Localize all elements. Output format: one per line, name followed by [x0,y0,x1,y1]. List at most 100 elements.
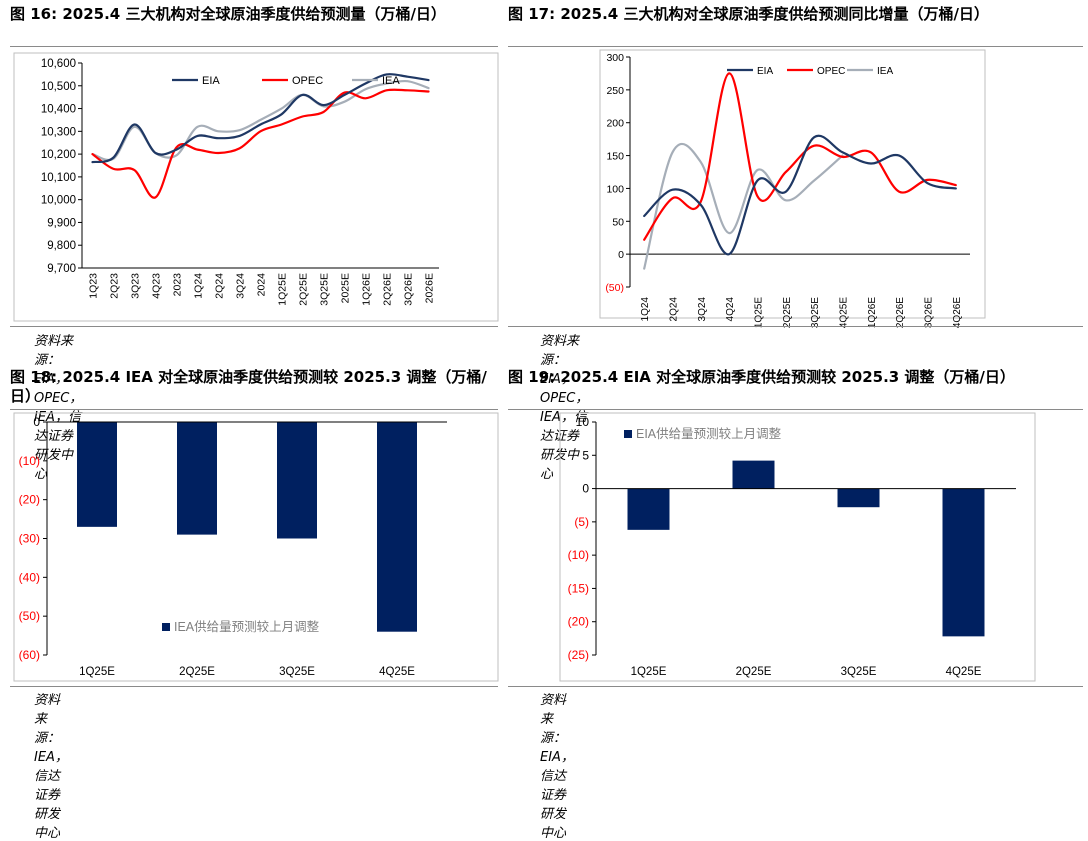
fig16-point-eia [343,94,346,96]
fig19-y-tick-label: (20) [568,615,589,629]
figure-18-title: 图 18: 2025.4 IEA 对全球原油季度供给预测较 2025.3 调整（… [10,368,498,406]
figure-18-title-text: 2025.4 IEA 对全球原油季度供给预测较 2025.3 调整（万桶/日） [10,368,487,405]
fig17-x-tick-label: 1Q24 [640,297,651,322]
fig17-x-tick-label: 4Q25E [839,297,850,328]
fig16-x-tick-label: 1Q25E [277,273,289,306]
fig17-y-tick-label: 100 [606,183,624,195]
fig17-x-tick-label: 4Q26E [952,297,963,328]
figure-16-bottom-rule [10,326,498,327]
fig17-y-tick-label: 50 [612,216,624,228]
fig16-y-tick-label: 9,900 [47,217,76,229]
fig16-point-opec [301,115,304,118]
figure-16-line-chart: 9,700 9,800 9,900 10,000 10,100 10,200 10,300 1… [13,52,499,322]
fig16-point-eia [91,161,94,163]
fig16-point-opec [280,123,283,126]
fig17-point-opec [841,156,844,158]
fig19-bar [942,488,985,637]
fig16-point-eia [427,79,430,81]
fig17-x-tick-label: 3Q24 [697,297,708,322]
figure-17-label: 图 17: [508,5,556,23]
fig16-point-opec [343,92,346,94]
fig17-point-opec [926,179,929,181]
fig17-point-opec [700,200,702,203]
fig16-frame [13,52,499,322]
figure-19-top-rule [508,409,1083,410]
fig17-x-tick-label: 1Q25E [754,297,765,328]
fig16-x-tick-label: 4Q23 [151,273,163,299]
fig17-point-eia [870,162,872,165]
fig16-point-iea [238,129,241,131]
fig17-point-eia [813,136,815,138]
fig16-point-eia [364,82,367,85]
figure-19-bar-chart: (25) (20) (15) (10) (5) 0 5 10 1Q25E 2Q25E 3Q25E 4Q… [559,412,1036,682]
fig19-y-tick-label: (15) [568,581,589,595]
fig16-point-eia [259,123,262,126]
figure-16-title-text: 2025.4 三大机构对全球原油季度供给预测量（万桶/日） [62,5,446,23]
figure-16-source: 资料来源：EIA，OPEC，IEA，信达证券研发中心 [34,334,83,482]
fig17-point-opec [898,191,900,193]
fig17-point-eia [955,187,957,190]
fig16-y-tick-label: 9,700 [47,263,76,275]
fig17-x-tick-label: 2Q25E [782,297,793,328]
fig16-point-iea [343,101,346,103]
fig16-point-opec [406,89,409,91]
fig17-point-iea [756,169,759,171]
fig19-frame [559,412,1036,682]
fig18-legend-label: IEA供给量预测较上月调整 [174,619,320,634]
figure-18-source: 资料来源：IEA，信达证券研发中心 [34,693,68,841]
fig17-legend-label-iea: IEA [877,66,893,77]
fig16-point-opec [196,148,199,151]
fig16-point-opec [364,97,367,99]
fig17-x-tick-label: 3Q25E [810,297,821,328]
fig17-point-eia [643,215,645,217]
fig16-point-iea [175,154,178,156]
fig16-y-tick-label: 10,000 [41,195,76,207]
fig16-point-eia [301,94,304,96]
fig16-point-iea [406,80,409,82]
fig16-x-tick-label: 3Q24 [235,273,247,299]
fig17-point-iea [700,161,702,163]
fig17-x-tick-label: 1Q26E [867,297,878,328]
figure-19-label: 图 19: [508,368,556,386]
fig16-x-tick-label: 3Q26E [403,273,415,306]
fig19-y-tick-label: (10) [568,548,589,562]
fig17-point-eia [671,189,674,191]
fig16-point-eia [175,148,178,151]
fig16-point-iea [364,88,367,90]
fig16-point-iea [217,130,220,132]
fig17-point-eia [926,182,929,184]
fig16-y-tick-label: 10,100 [41,172,76,184]
fig16-x-tick-label: 3Q25E [319,273,331,306]
fig17-frame [599,49,986,319]
fig16-point-opec [217,152,220,154]
fig18-bar [277,422,317,539]
fig17-point-opec [728,72,730,75]
fig17-point-eia [728,253,730,255]
fig16-point-opec [175,146,178,148]
fig16-y-tick-label: 9,800 [47,240,76,252]
fig17-y-tick-label: 200 [606,118,624,130]
fig16-point-eia [385,73,388,75]
fig16-point-iea [259,119,262,121]
fig16-point-opec [91,153,94,155]
figure-18-top-rule [10,409,498,410]
figure-16-top-rule [10,46,498,47]
fig18-y-tick-label: (50) [19,609,40,623]
fig17-y-tick-label: 0 [618,249,624,261]
fig17-x-tick-label: 2Q24 [669,297,680,322]
fig18-y-tick-label: (10) [19,454,40,468]
fig16-point-eia [196,135,199,137]
fig17-x-tick-label: 3Q26E [924,297,935,328]
fig19-y-tick-label: (5) [574,515,589,529]
fig16-y-tick-label: 10,200 [41,149,76,161]
fig16-legend-label-eia: EIA [202,75,220,87]
fig19-x-tick-label: 3Q25E [841,666,877,678]
fig17-point-iea [643,268,645,270]
fig18-x-tick-label: 2Q25E [179,666,215,678]
fig18-x-tick-label: 3Q25E [279,666,315,678]
fig18-bar [77,422,117,527]
fig16-point-eia [280,113,283,115]
fig17-point-eia [785,191,787,193]
fig16-point-opec [133,169,136,171]
fig16-point-opec [385,89,388,91]
